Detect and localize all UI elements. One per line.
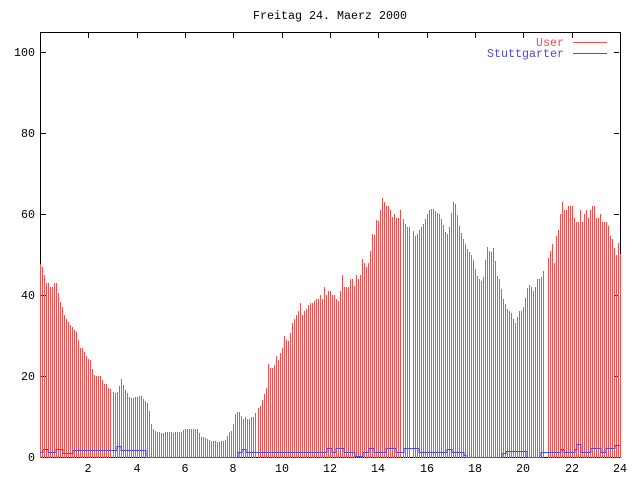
svg-text:0: 0 <box>28 451 35 465</box>
svg-text:6: 6 <box>182 462 189 476</box>
svg-text:20: 20 <box>516 462 530 476</box>
svg-text:10: 10 <box>275 462 289 476</box>
svg-text:24: 24 <box>613 462 627 476</box>
svg-text:Freitag 24. Maerz 2000: Freitag 24. Maerz 2000 <box>253 9 407 23</box>
svg-text:User: User <box>536 36 564 50</box>
svg-text:40: 40 <box>21 289 35 303</box>
svg-text:80: 80 <box>21 127 35 141</box>
svg-text:18: 18 <box>468 462 482 476</box>
svg-text:2: 2 <box>85 462 92 476</box>
svg-text:100: 100 <box>14 46 35 60</box>
svg-text:20: 20 <box>21 370 35 384</box>
svg-text:12: 12 <box>323 462 337 476</box>
svg-text:8: 8 <box>230 462 237 476</box>
svg-text:14: 14 <box>371 462 385 476</box>
svg-text:4: 4 <box>134 462 141 476</box>
svg-text:60: 60 <box>21 208 35 222</box>
svg-text:16: 16 <box>420 462 434 476</box>
svg-text:Stuttgarter: Stuttgarter <box>487 47 564 61</box>
svg-text:22: 22 <box>565 462 579 476</box>
